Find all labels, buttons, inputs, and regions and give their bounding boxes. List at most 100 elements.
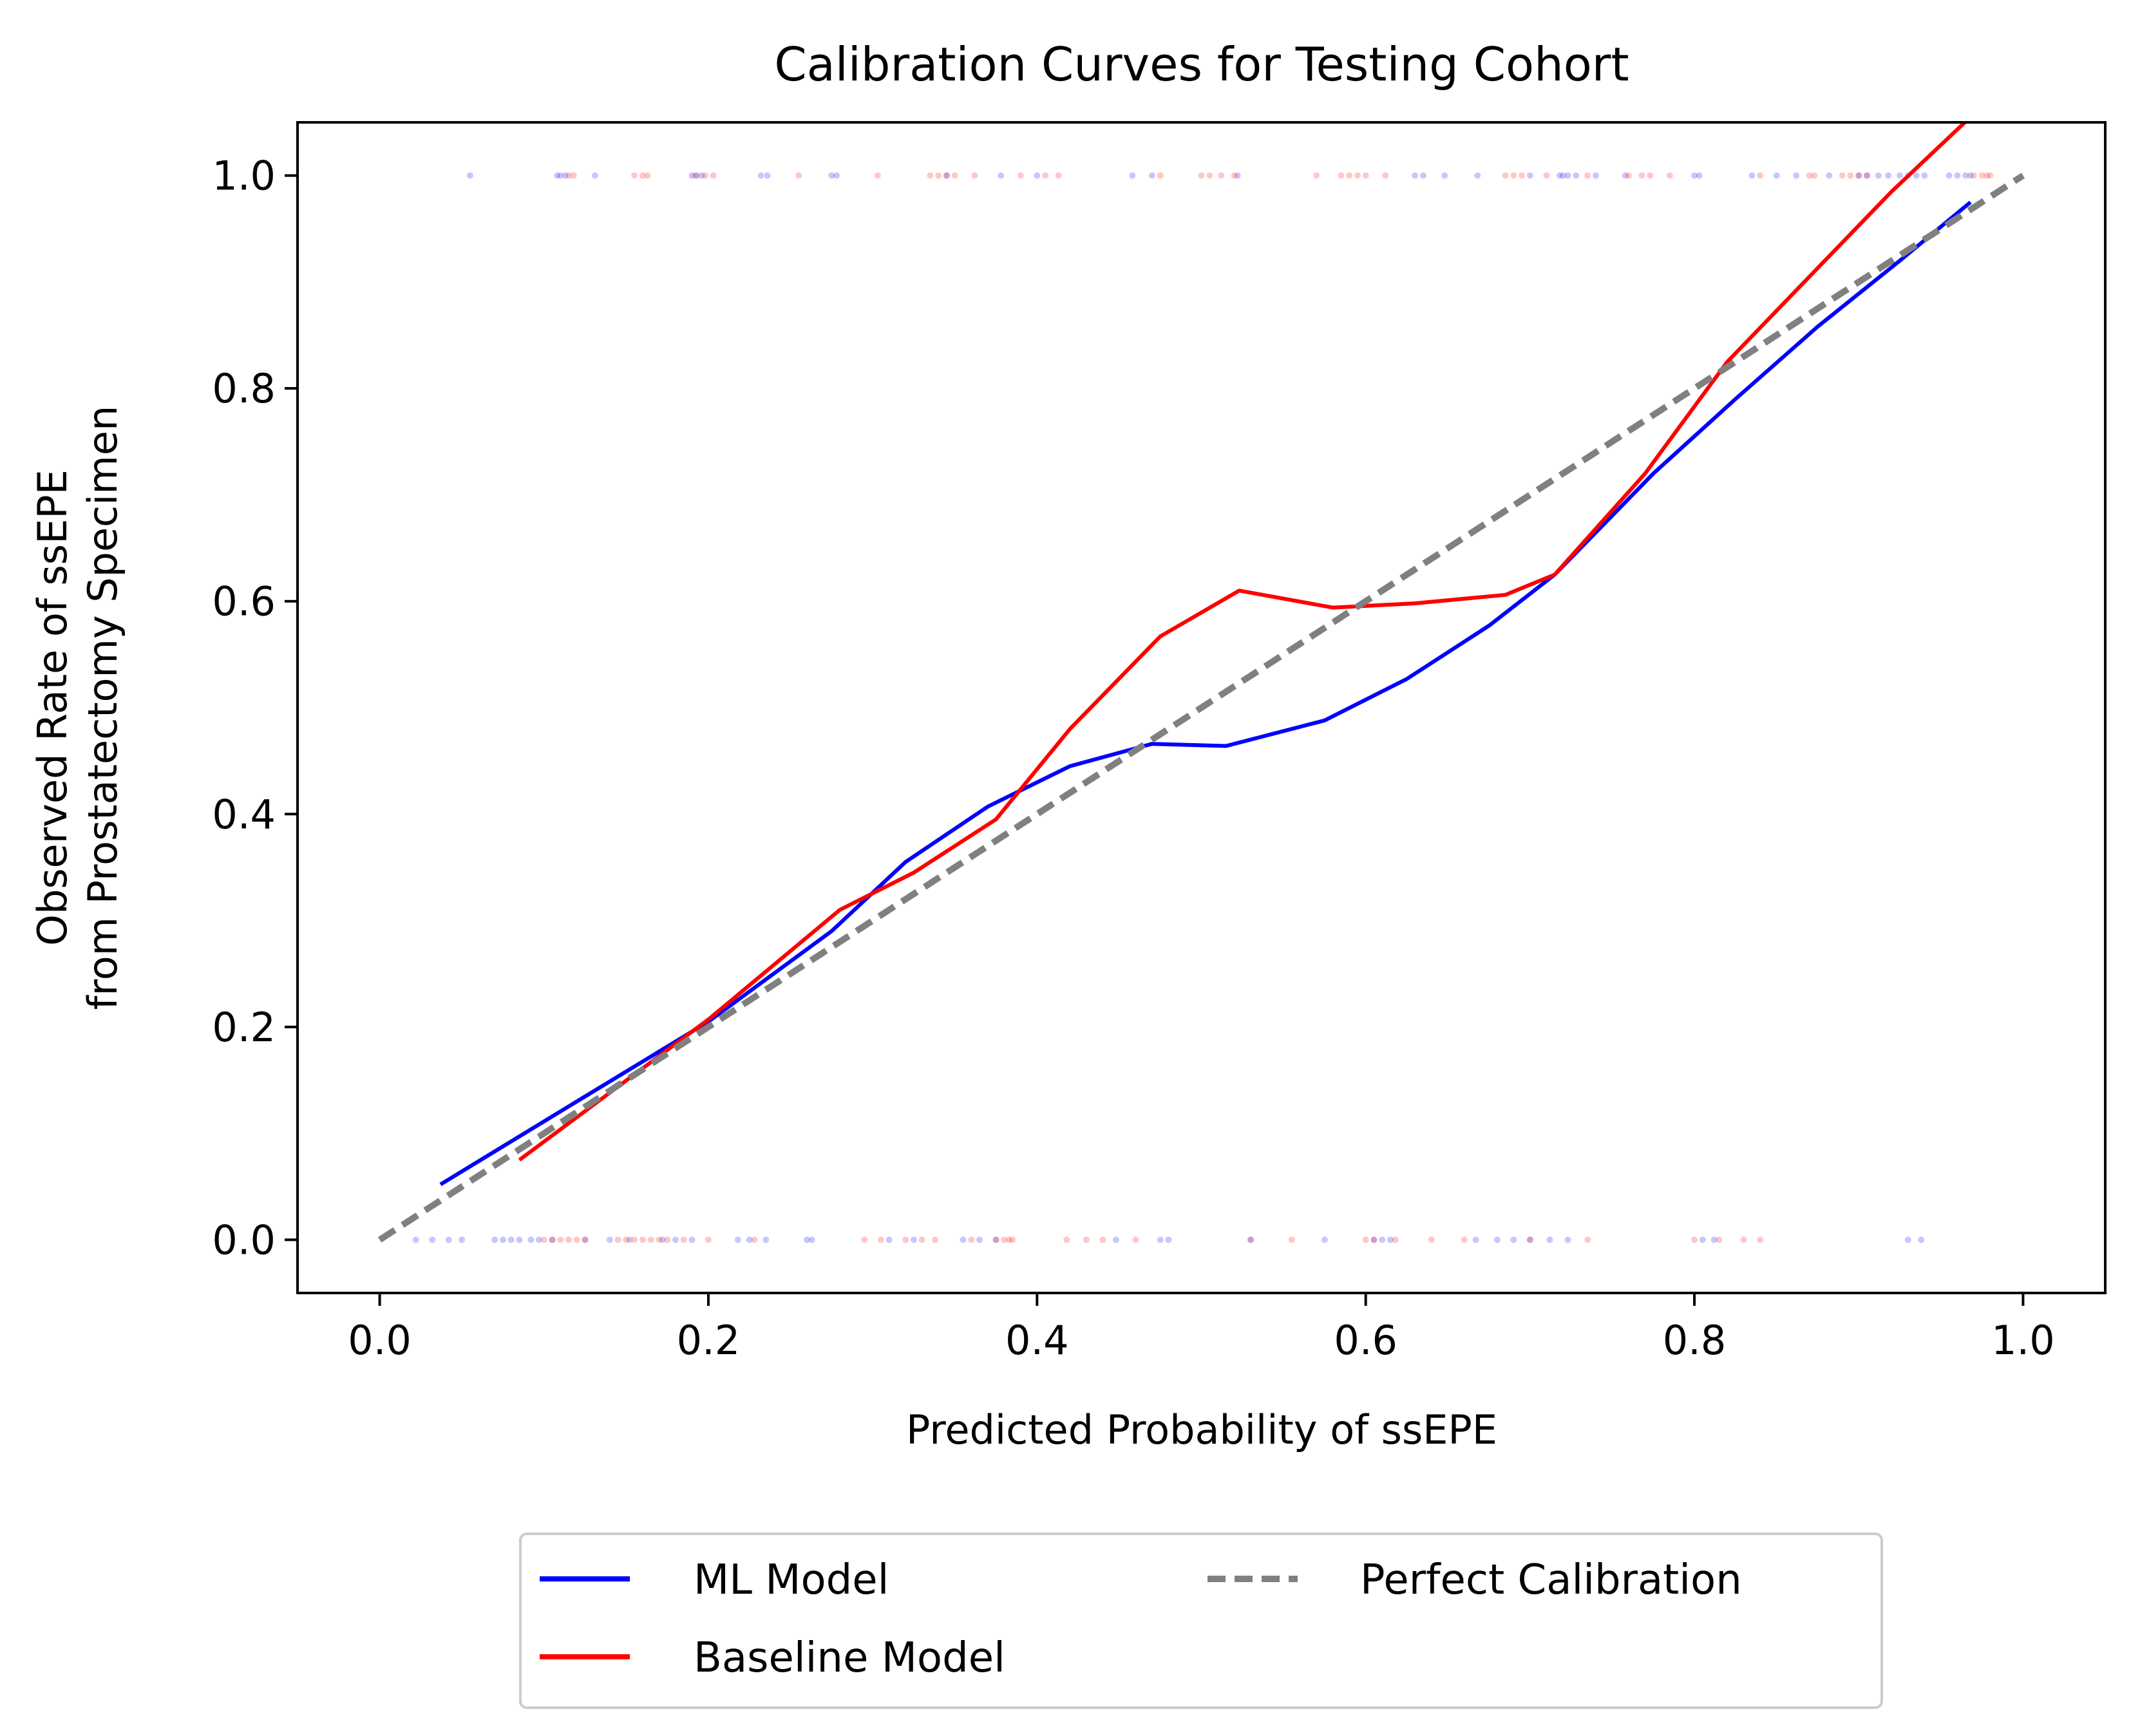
y-tick-label: 0.0: [212, 1216, 276, 1263]
baseline-model-observation-positive: [1970, 172, 1977, 179]
baseline-model-observation-negative: [992, 1236, 999, 1243]
ml-model-observation-positive: [688, 172, 696, 179]
baseline-model-observation-negative: [680, 1236, 687, 1243]
y-tick-label: 0.6: [212, 578, 276, 625]
ml-model-observation-positive: [1696, 172, 1703, 179]
ml-model-observation-positive: [1946, 172, 1953, 179]
ml-model-observation-positive: [1921, 172, 1928, 179]
x-tick-label: 0.2: [677, 1317, 741, 1364]
baseline-model-observation-negative: [918, 1236, 925, 1243]
ml-model-observation-positive: [833, 172, 840, 179]
baseline-model-observation-positive: [1666, 172, 1673, 179]
ml-model-observation-negative: [1546, 1236, 1553, 1243]
ml-model-observation-negative: [582, 1236, 589, 1243]
baseline-model-observation-negative: [1132, 1236, 1139, 1243]
baseline-model-observation-negative: [1247, 1236, 1255, 1243]
ml-model-observation-negative: [499, 1236, 506, 1243]
baseline-model-observation-negative: [1716, 1236, 1723, 1243]
baseline-model-observation-negative: [557, 1236, 564, 1243]
baseline-model-observation-negative: [932, 1236, 939, 1243]
baseline-model-observation-negative: [664, 1236, 671, 1243]
baseline-model-observation-negative: [1362, 1236, 1369, 1243]
ml-model-observation-negative: [688, 1236, 696, 1243]
baseline-model-observation-positive: [701, 172, 708, 179]
ml-model-observation-positive: [1748, 172, 1756, 179]
baseline-model-observation-negative: [1009, 1236, 1016, 1243]
baseline-model-observation-positive: [1017, 172, 1024, 179]
baseline-model-observation-positive: [1757, 172, 1764, 179]
baseline-model-observation-negative: [614, 1236, 621, 1243]
ml-model-observation-positive: [1441, 172, 1448, 179]
plot-content: [377, 122, 2025, 1243]
ml-model-observation-negative: [491, 1236, 498, 1243]
ml-model-observation-positive: [764, 172, 771, 179]
ml-model-observation-negative: [992, 1236, 999, 1243]
baseline-model-observation-positive: [1206, 172, 1213, 179]
x-tick-label: 0.4: [1005, 1317, 1069, 1364]
baseline-model-observation-negative: [639, 1236, 646, 1243]
baseline-model-observation-positive: [1855, 172, 1862, 179]
baseline-model-observation-positive: [1354, 172, 1361, 179]
legend-label-perfect-calibration: Perfect Calibration: [1360, 1556, 1742, 1604]
x-tick-label: 0.8: [1663, 1317, 1727, 1364]
legend-label-ml-model: ML Model: [694, 1556, 889, 1604]
ml-model-observation-positive: [1559, 172, 1566, 179]
baseline-model-observation-negative: [751, 1236, 758, 1243]
baseline-model-observation-positive: [1863, 172, 1870, 179]
ml-model-observation-positive: [466, 172, 473, 179]
baseline-model-observation-positive: [927, 172, 934, 179]
ml-model-observation-negative: [734, 1236, 741, 1243]
y-tick-label: 0.4: [212, 791, 276, 838]
baseline-model-observation-negative: [1461, 1236, 1468, 1243]
baseline-model-observation-negative: [1584, 1236, 1591, 1243]
ml-model-observation-positive: [1592, 172, 1599, 179]
baseline-model-observation-negative: [540, 1236, 547, 1243]
baseline-model-observation-positive: [874, 172, 881, 179]
baseline-model-observation-negative: [656, 1236, 663, 1243]
ml-model-observation-negative: [804, 1236, 811, 1243]
baseline-model-observation-negative: [1370, 1236, 1378, 1243]
y-axis-label-line-2: from Prostatectomy Specimen: [79, 406, 126, 1010]
baseline-model-observation-positive: [1519, 172, 1526, 179]
baseline-model-observation-positive: [1338, 172, 1345, 179]
ml-model-observation-negative: [1472, 1236, 1479, 1243]
baseline-model-observation-positive: [1313, 172, 1320, 179]
ml-model-observation-positive: [757, 172, 764, 179]
ml-model-observation-positive: [1863, 172, 1870, 179]
ml-model-observation-positive: [1412, 172, 1419, 179]
series-line-ml-model: [439, 200, 1972, 1186]
baseline-model-observation-positive: [565, 172, 573, 179]
axis-ticks: 0.0 0.2 0.4 0.6 0.8 1.0 0.0 0.2 0.4 0.6 0.8 1.0: [212, 153, 2054, 1364]
ml-model-observation-positive: [1474, 172, 1481, 179]
baseline-model-observation-positive: [710, 172, 717, 179]
ml-model-observation-negative: [672, 1236, 679, 1243]
ml-model-observation-positive: [1913, 172, 1920, 179]
ml-model-observation-negative: [910, 1236, 917, 1243]
ml-model-observation-positive: [562, 172, 569, 179]
ml-model-observation-positive: [1897, 172, 1904, 179]
series-line-baseline-model: [518, 122, 1968, 1162]
baseline-model-observation-negative: [1526, 1236, 1533, 1243]
baseline-model-observation-negative: [1428, 1236, 1435, 1243]
baseline-model-observation-negative: [861, 1236, 868, 1243]
ml-model-observation-negative: [1321, 1236, 1328, 1243]
baseline-model-observation-positive: [1218, 172, 1225, 179]
axes-frame: [296, 121, 2107, 1294]
ml-model-observation-positive: [1875, 172, 1882, 179]
baseline-model-observation-positive: [692, 172, 699, 179]
ml-model-observation-negative: [1493, 1236, 1501, 1243]
ml-model-observation-positive: [828, 172, 835, 179]
baseline-model-observation-positive: [1157, 172, 1164, 179]
baseline-model-observation-negative: [1005, 1236, 1012, 1243]
baseline-model-observation-negative: [968, 1236, 975, 1243]
ml-model-observation-positive: [1967, 172, 1974, 179]
baseline-model-observation-positive: [1198, 172, 1205, 179]
baseline-model-observation-negative: [1691, 1236, 1698, 1243]
baseline-model-observation-positive: [1987, 172, 1994, 179]
y-tick-label: 0.8: [212, 365, 276, 412]
baseline-model-observation-negative: [1001, 1236, 1008, 1243]
legend-frame: [519, 1533, 1883, 1709]
ml-model-observation-negative: [1904, 1236, 1911, 1243]
ml-model-observation-positive: [1148, 172, 1155, 179]
